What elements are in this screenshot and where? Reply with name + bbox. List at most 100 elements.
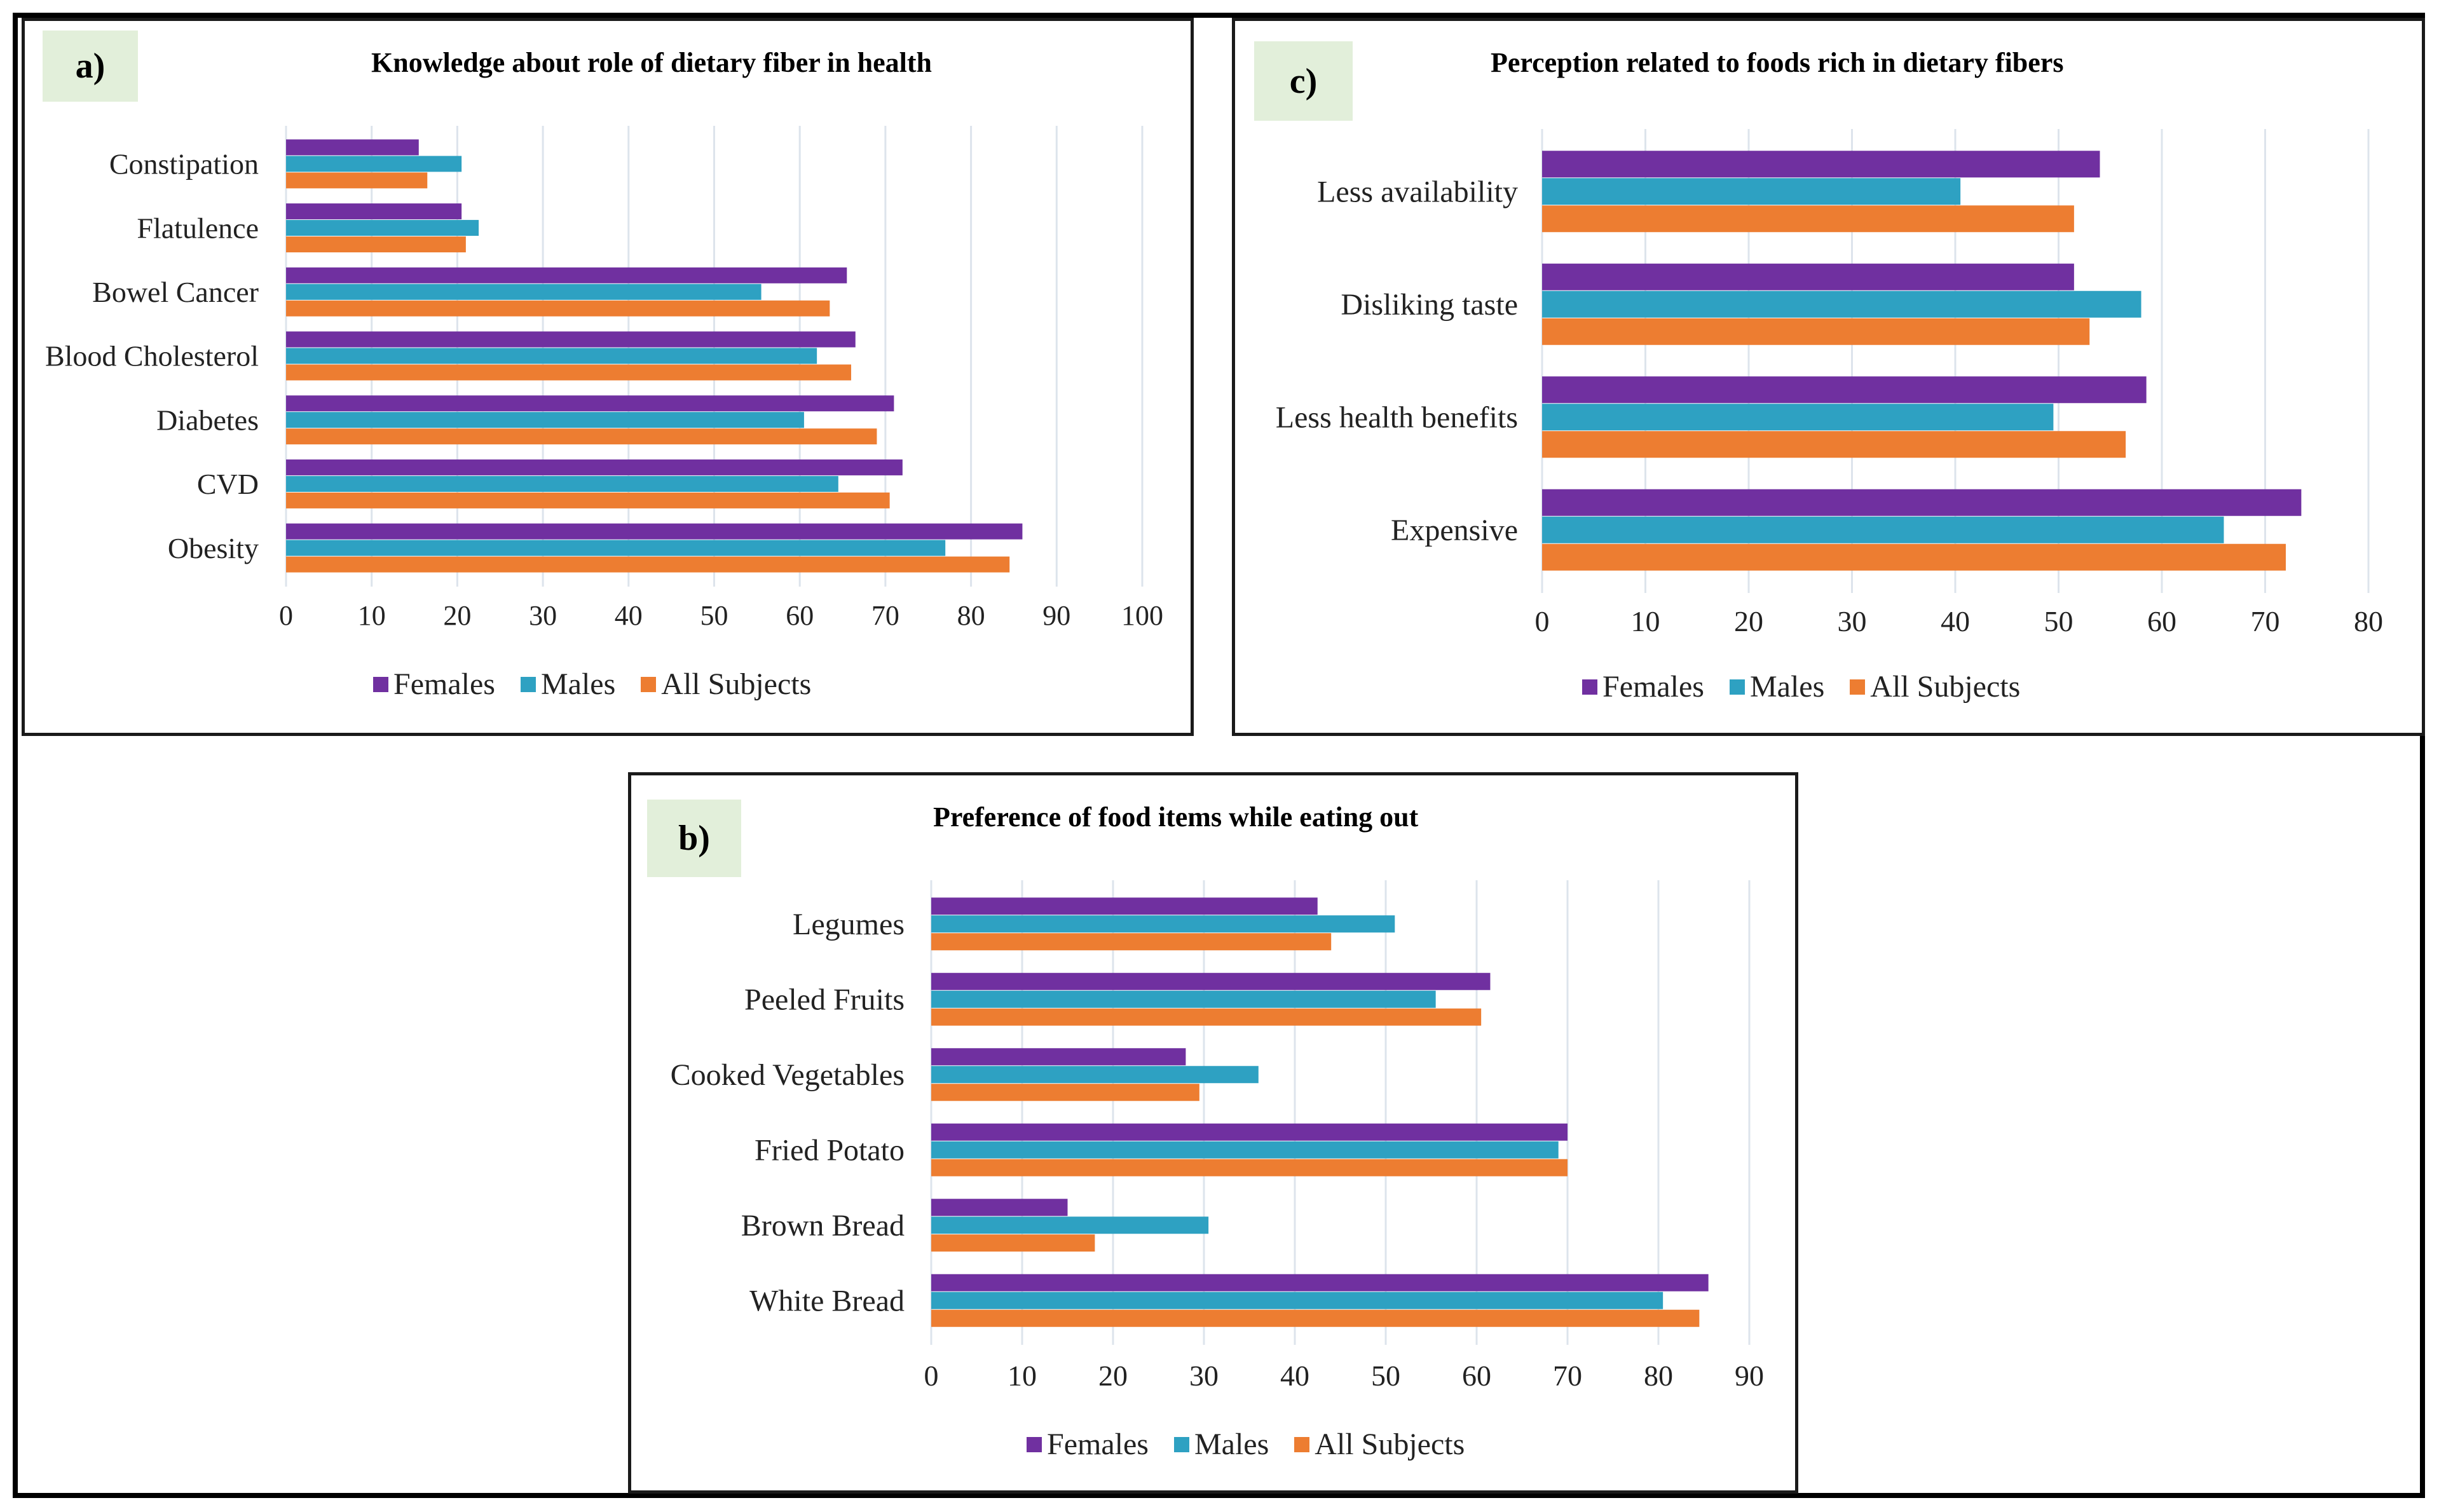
x-tick-label: 80 bbox=[957, 600, 985, 631]
bar-all bbox=[931, 1008, 1482, 1026]
bar-males bbox=[1542, 290, 2142, 318]
bar-all bbox=[931, 1084, 1199, 1101]
bar-all bbox=[1542, 543, 2286, 571]
legend-item-all: All Subjects bbox=[1850, 669, 2020, 704]
legend-item-all: All Subjects bbox=[1294, 1427, 1465, 1462]
legend-swatch-males bbox=[520, 676, 536, 692]
bar-females bbox=[1542, 376, 2147, 404]
x-tick-label: 0 bbox=[1535, 605, 1550, 637]
panel-label-c: c) bbox=[1254, 41, 1353, 121]
bar-all bbox=[1542, 431, 2126, 458]
bar-all bbox=[931, 933, 1332, 951]
bar-males bbox=[1542, 516, 2224, 543]
panel-label-a: a) bbox=[43, 31, 138, 102]
x-tick-label: 60 bbox=[1462, 1359, 1491, 1392]
bar-all bbox=[286, 300, 830, 317]
x-tick-label: 30 bbox=[1189, 1359, 1219, 1392]
figure-frame bbox=[13, 13, 2425, 1498]
chart-title-a: Knowledge about role of dietary fiber in… bbox=[371, 47, 933, 78]
x-tick-label: 90 bbox=[1735, 1359, 1764, 1392]
bar-males bbox=[286, 220, 479, 236]
x-tick-label: 40 bbox=[1280, 1359, 1309, 1392]
x-tick-label: 100 bbox=[1121, 600, 1163, 631]
bar-females bbox=[931, 1123, 1568, 1141]
legend-swatch-males bbox=[1729, 679, 1745, 695]
x-tick-label: 80 bbox=[2354, 605, 2383, 637]
x-tick-label: 40 bbox=[615, 600, 643, 631]
category-label: Disliking taste bbox=[1341, 288, 1518, 322]
panel-c-perception-chart: c) Perception related to foods rich in d… bbox=[1232, 18, 2425, 736]
legend-swatch-males bbox=[1173, 1436, 1189, 1452]
x-tick-label: 20 bbox=[1098, 1359, 1128, 1392]
legend-label-all: All Subjects bbox=[1870, 670, 2021, 704]
x-tick-label: 50 bbox=[2044, 605, 2073, 637]
bar-males bbox=[286, 540, 946, 556]
category-label: Less health benefits bbox=[1276, 401, 1518, 435]
bar-females bbox=[286, 523, 1023, 540]
category-label: Brown Bread bbox=[741, 1209, 905, 1243]
bar-males bbox=[286, 475, 838, 492]
bar-males bbox=[931, 1141, 1559, 1159]
bar-females bbox=[931, 1048, 1186, 1066]
legend-swatch-females bbox=[373, 676, 388, 692]
category-label: Constipation bbox=[109, 148, 259, 180]
x-tick-label: 70 bbox=[871, 600, 899, 631]
legend-label-females: Females bbox=[1047, 1427, 1149, 1461]
legend-item-males: Males bbox=[1173, 1427, 1269, 1462]
bar-males bbox=[1542, 178, 1961, 205]
x-tick-label: 80 bbox=[1644, 1359, 1673, 1392]
bar-females bbox=[286, 203, 462, 220]
x-tick-label: 20 bbox=[1734, 605, 1763, 637]
legend-item-males: Males bbox=[520, 667, 616, 702]
bar-females bbox=[1542, 151, 2100, 178]
legend-swatch-females bbox=[1027, 1436, 1042, 1452]
bar-females bbox=[286, 395, 894, 412]
bar-females bbox=[1542, 489, 2302, 516]
bar-males bbox=[931, 1066, 1259, 1084]
bar-all bbox=[286, 492, 890, 508]
legend-a: Females Males All Subjects bbox=[373, 667, 811, 702]
bar-females bbox=[286, 139, 419, 156]
legend-item-females: Females bbox=[1027, 1427, 1149, 1462]
x-tick-label: 10 bbox=[1008, 1359, 1037, 1392]
bar-females bbox=[931, 972, 1491, 990]
chart-title-c: Perception related to foods rich in diet… bbox=[1491, 47, 2064, 78]
legend-item-males: Males bbox=[1729, 669, 1825, 704]
category-label: Less availability bbox=[1317, 175, 1518, 209]
bar-males bbox=[931, 1216, 1209, 1234]
bar-males bbox=[931, 915, 1395, 933]
bar-males bbox=[286, 283, 762, 300]
legend-label-males: Males bbox=[540, 667, 616, 701]
legend-label-males: Males bbox=[1194, 1427, 1269, 1461]
category-label: Fried Potato bbox=[755, 1134, 905, 1168]
x-tick-label: 50 bbox=[1371, 1359, 1400, 1392]
panel-b-preference-chart: b) Preference of food items while eating… bbox=[628, 772, 1798, 1494]
bar-all bbox=[286, 236, 466, 253]
legend-swatch-all bbox=[1294, 1436, 1310, 1452]
bar-all bbox=[286, 556, 1010, 573]
legend-label-females: Females bbox=[393, 667, 495, 701]
bar-all bbox=[931, 1234, 1095, 1252]
x-tick-label: 10 bbox=[1631, 605, 1660, 637]
chart-a: 0 10 20 30 40 50 60 70 80 90 100 Constipation Flatul… bbox=[45, 126, 1163, 631]
x-tick-label: 50 bbox=[700, 600, 728, 631]
bar-females bbox=[1542, 263, 2074, 290]
bar-all bbox=[286, 428, 877, 445]
x-tick-label: 70 bbox=[2251, 605, 2280, 637]
category-label: Blood Cholesterol bbox=[45, 340, 259, 372]
bar-males bbox=[286, 348, 817, 364]
panel-a-knowledge-chart: a) Knowledge about role of dietary fiber… bbox=[22, 18, 1194, 736]
category-label: CVD bbox=[197, 468, 259, 500]
bar-all bbox=[1542, 318, 2090, 345]
x-tick-label: 60 bbox=[786, 600, 814, 631]
category-label: Expensive bbox=[1391, 514, 1518, 547]
x-tick-label: 90 bbox=[1042, 600, 1070, 631]
legend-swatch-all bbox=[1850, 679, 1866, 695]
legend-label-males: Males bbox=[1749, 670, 1825, 704]
legend-b: Females Males All Subjects bbox=[1027, 1427, 1465, 1462]
bar-all bbox=[1542, 205, 2074, 233]
category-label: Obesity bbox=[168, 532, 259, 564]
legend-item-females: Females bbox=[373, 667, 495, 702]
category-label: Diabetes bbox=[156, 404, 259, 436]
category-label: Legumes bbox=[793, 908, 905, 941]
